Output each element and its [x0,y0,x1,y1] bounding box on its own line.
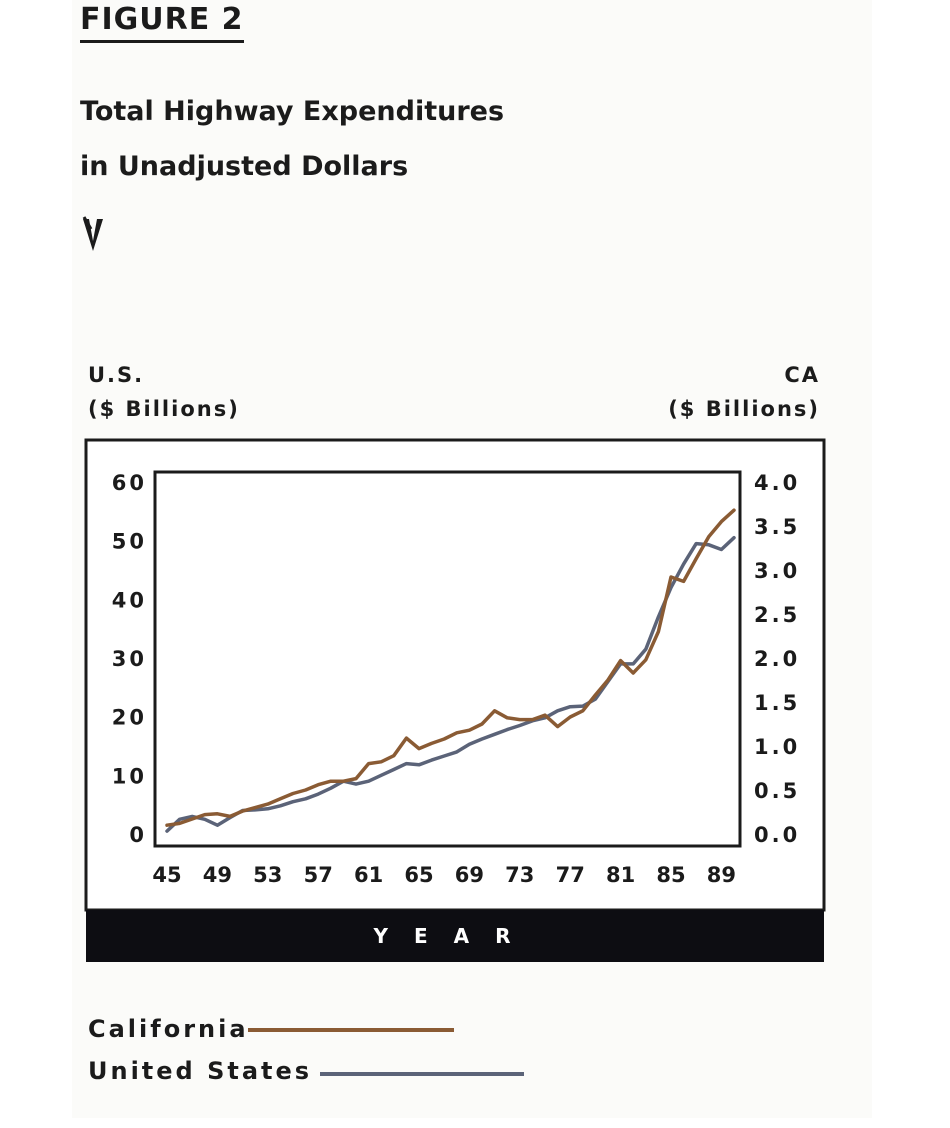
left-y-tick-label: 50 [112,530,147,554]
x-tick-label: 89 [707,863,736,887]
right-y-tick-label: 4.0 [754,471,800,495]
left-axis-title-line-1: U.S. [88,363,145,387]
right-y-tick-label: 2.5 [754,603,800,627]
legend-label-california: California [88,1015,249,1043]
left-y-tick-label: 0 [129,823,147,847]
chevron-down-icon [82,216,103,251]
left-axis-title: U.S. ($ Billions) [88,358,240,426]
left-y-axis-ticks: 0 10 20 30 40 50 60 [112,471,147,847]
x-tick-label: 85 [656,863,685,887]
figure-label: FIGURE 2 [80,2,244,43]
left-y-tick-label: 40 [112,588,147,612]
chart-outer-frame [84,438,826,912]
series-line-california [165,508,736,827]
left-y-tick-label: 60 [112,471,147,495]
x-tick-label: 49 [203,863,232,887]
right-y-tick-label: 3.0 [754,559,800,583]
x-axis-ticks: 45 49 53 57 61 65 69 73 77 81 85 89 [152,863,736,887]
legend-label-united-states: United States [88,1057,313,1085]
right-y-tick-label: 1.5 [754,691,800,715]
x-tick-label: 77 [556,863,585,887]
right-y-axis-ticks: 0.0 0.5 1.0 1.5 2.0 2.5 3.0 3.5 4.0 [754,471,800,847]
x-axis-band [86,910,824,962]
x-tick-label: 69 [455,863,484,887]
series-layer [165,508,736,833]
figure-title: Total Highway Expenditures in Unadjusted… [80,84,504,194]
right-y-tick-label: 0.5 [754,779,800,803]
title-line-2: in Unadjusted Dollars [80,151,409,182]
legend-item-united-states: United States [88,1050,524,1092]
right-y-tick-label: 1.0 [754,735,800,759]
x-tick-label: 57 [304,863,333,887]
x-tick-label: 61 [354,863,383,887]
title-line-1: Total Highway Expenditures [80,96,505,127]
right-y-tick-label: 2.0 [754,647,800,671]
plot-area-frame [153,470,742,848]
right-y-tick-label: 3.5 [754,515,800,539]
x-tick-label: 65 [404,863,433,887]
right-axis-title-line-1: CA [784,363,820,387]
x-tick-label: 81 [606,863,635,887]
legend-item-california: California [88,1008,454,1050]
legend-swatch-united-states [320,1072,524,1076]
left-axis-title-line-2: ($ Billions) [88,397,240,421]
x-tick-label: 53 [253,863,282,887]
left-y-tick-label: 10 [112,764,147,788]
right-axis-title: CA ($ Billions) [668,358,820,426]
left-y-tick-label: 20 [112,706,147,730]
series-line-united-states [165,535,736,833]
legend: California United States [88,1008,524,1092]
right-axis-title-line-2: ($ Billions) [668,397,820,421]
legend-swatch-california [248,1028,454,1032]
x-tick-label: 45 [152,863,181,887]
x-tick-label: 73 [505,863,534,887]
x-axis-title: YEAR [372,924,536,948]
right-y-tick-label: 0.0 [754,823,800,847]
left-y-tick-label: 30 [112,647,147,671]
